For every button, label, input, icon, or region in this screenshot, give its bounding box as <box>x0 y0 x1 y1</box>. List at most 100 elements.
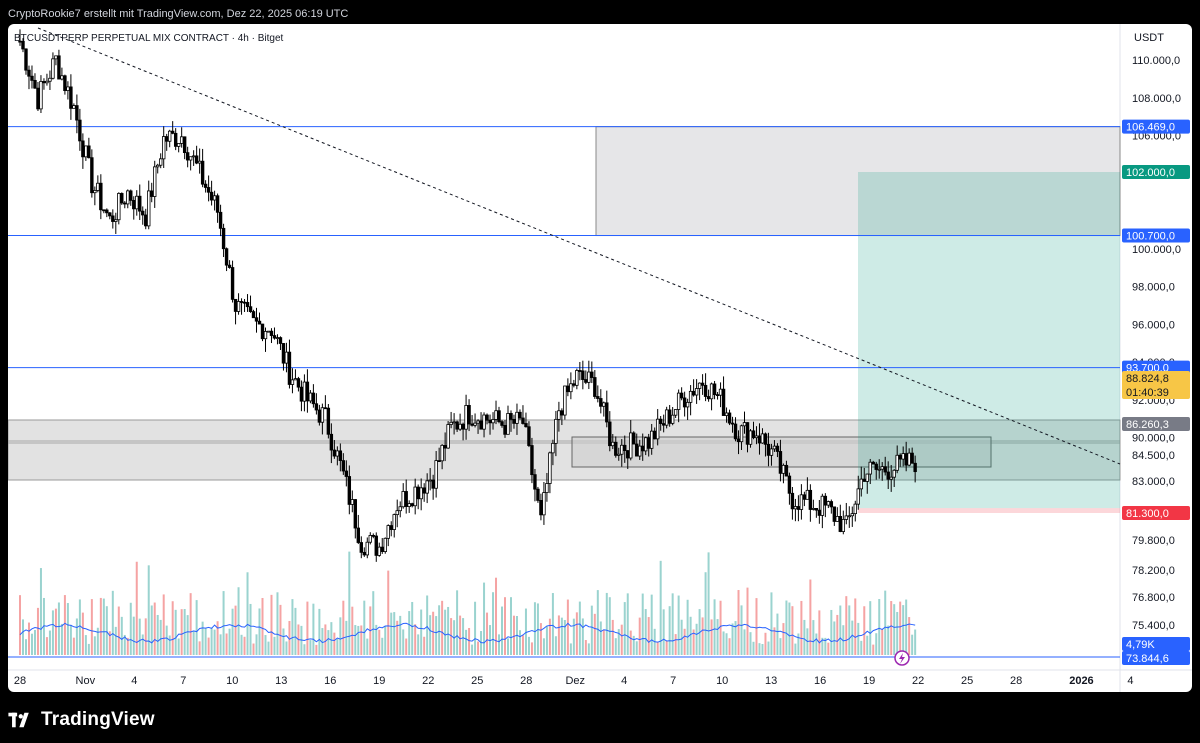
candle-body <box>251 311 256 319</box>
candle-body <box>239 301 244 303</box>
candle-body <box>371 535 375 537</box>
candle-body <box>368 535 372 543</box>
volume-bar <box>48 630 51 655</box>
volume-bar <box>348 551 351 655</box>
volume-bar <box>396 620 399 655</box>
volume-bar <box>689 616 692 655</box>
volume-bar <box>90 599 93 655</box>
volume-bar <box>572 618 575 655</box>
price-tick-1: 108.000,0 <box>1132 93 1181 105</box>
candle-body <box>491 419 495 424</box>
price-chart[interactable]: BTCUSDTPERP PERPETUAL MIX CONTRACT · 4h … <box>8 24 1192 692</box>
volume-bar <box>509 597 512 655</box>
volume-bar <box>174 609 177 655</box>
candle-body <box>605 402 609 423</box>
candle-body <box>206 187 211 193</box>
volume-bar <box>740 605 743 655</box>
volume-bar <box>222 591 225 655</box>
volume-bar <box>294 607 297 655</box>
candle-body <box>156 164 160 168</box>
volume-bar <box>198 641 201 655</box>
candle-body <box>287 351 292 385</box>
volume-bar <box>617 629 620 655</box>
stop-price-label-bg <box>1122 506 1190 520</box>
candle-body <box>54 55 58 60</box>
candle-body <box>673 409 678 416</box>
volume-bar <box>737 590 740 655</box>
volume-bar <box>474 601 477 655</box>
candle-body <box>658 418 663 424</box>
candle-body <box>197 160 202 164</box>
volume-bar <box>857 622 860 655</box>
candle-body <box>590 371 594 378</box>
volume-bar <box>27 622 30 655</box>
candle-body <box>865 473 869 482</box>
volume-bar <box>273 636 276 655</box>
candle-body <box>323 407 328 410</box>
volume-bar <box>839 605 842 655</box>
volume-bar <box>93 636 96 655</box>
candle-body <box>664 409 669 426</box>
candle-body <box>162 136 166 160</box>
candle-body <box>173 132 178 147</box>
candle-body <box>694 388 699 396</box>
candle-body <box>422 487 426 494</box>
volume-bar <box>405 638 408 655</box>
volume-bar <box>165 625 168 655</box>
time-tick-2: 4 <box>131 675 137 687</box>
candle-body <box>236 301 241 312</box>
volume-bar <box>578 601 581 655</box>
volume-bar <box>384 626 387 655</box>
volume-bar <box>417 634 420 655</box>
candle-body <box>179 136 184 144</box>
candle-body <box>649 430 654 449</box>
volume-bar <box>548 618 551 655</box>
volume-bar <box>246 572 249 655</box>
volume-bar <box>393 612 396 655</box>
time-tick-14: 10 <box>716 675 728 687</box>
candle-body <box>194 155 199 164</box>
volume-bar <box>764 632 767 655</box>
candle-body <box>509 413 513 420</box>
candle-body <box>641 445 645 452</box>
volume-bar <box>524 608 527 655</box>
candle-body <box>108 212 112 217</box>
volume-bar <box>435 616 438 655</box>
volume-bar <box>456 590 459 655</box>
volume-bar <box>108 631 111 655</box>
volume-bar <box>330 622 333 655</box>
volume-bar <box>213 629 216 655</box>
chart-panel[interactable]: BTCUSDTPERP PERPETUAL MIX CONTRACT · 4h … <box>8 24 1192 692</box>
footer: TradingView <box>8 706 155 734</box>
candle-body <box>530 445 534 476</box>
candle-body <box>413 486 417 507</box>
candle-body <box>347 476 352 505</box>
candle-body <box>284 351 289 364</box>
candle-body <box>670 414 675 424</box>
volume-bar <box>402 629 405 655</box>
volume-bar <box>441 600 444 655</box>
volume-bar <box>701 617 704 655</box>
volume-bar <box>102 598 105 655</box>
volume-bar <box>704 572 707 655</box>
candle-body <box>383 537 387 552</box>
demand-zone-midline <box>8 440 1121 444</box>
candle-body <box>191 155 196 158</box>
volume-bar <box>911 634 914 655</box>
candle-body <box>892 469 896 478</box>
candle-body <box>78 119 82 142</box>
volume-bar <box>680 619 683 655</box>
target-price-label: 102.000,0 <box>1126 167 1175 179</box>
candle-body <box>485 414 489 421</box>
volume-bar <box>560 617 563 655</box>
volume-bar <box>752 641 755 655</box>
candle-body <box>275 337 280 339</box>
candle-body <box>45 80 49 84</box>
candle-body <box>611 441 615 447</box>
candle-body <box>503 425 507 435</box>
candle-body <box>159 158 163 166</box>
candle-body <box>404 491 408 507</box>
volume-bar <box>321 628 324 655</box>
price-tick-9: 90.000,0 <box>1132 433 1175 445</box>
volume-bar <box>905 599 908 655</box>
